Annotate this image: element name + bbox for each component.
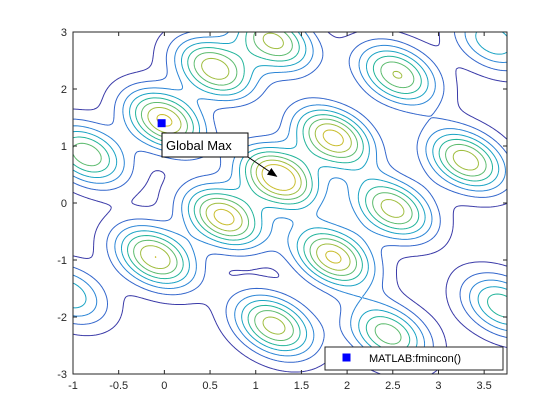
y-tick-label: -2 xyxy=(57,312,67,324)
legend-box xyxy=(324,346,504,371)
x-tick-label: -0.5 xyxy=(109,380,128,392)
y-tick-label: 1 xyxy=(61,141,67,153)
x-tick-label: 3.5 xyxy=(477,380,492,392)
legend: MATLAB:fmincon() xyxy=(324,346,504,371)
x-tick-label: 0.5 xyxy=(202,380,217,392)
axis-tick-labels: -1 -0.5 0 0.5 1 1.5 2 2.5 3 3.5 -3 -2 -1 0 1 2 3 xyxy=(57,27,492,392)
x-tick-label: 1 xyxy=(253,380,259,392)
contour-level-6 xyxy=(73,32,487,345)
contour-level-8 xyxy=(154,114,344,264)
annotation-text: Global Max xyxy=(166,138,232,153)
x-tick-label: -1 xyxy=(68,380,78,392)
legend-label: MATLAB:fmincon() xyxy=(369,353,461,365)
legend-marker xyxy=(342,353,351,362)
x-tick-label: 0 xyxy=(161,380,167,392)
annotation-global-max: Global Max xyxy=(161,132,278,177)
fmincon-point xyxy=(157,119,166,128)
y-tick-label: 2 xyxy=(61,84,67,96)
x-tick-label: 2.5 xyxy=(385,380,400,392)
x-tick-label: 1.5 xyxy=(294,380,309,392)
y-tick-label: -3 xyxy=(57,369,67,381)
x-tick-label: 3 xyxy=(435,380,441,392)
y-tick-label: 0 xyxy=(61,198,67,210)
annotation-arrow xyxy=(247,156,278,177)
x-tick-label: 2 xyxy=(344,380,350,392)
y-tick-label: -1 xyxy=(57,255,67,267)
axis-ticks xyxy=(72,31,507,375)
contour-lines xyxy=(73,32,507,374)
annotation-box xyxy=(161,132,249,158)
contour-level-7 xyxy=(140,32,479,335)
data-series xyxy=(157,119,166,128)
y-tick-label: 3 xyxy=(61,27,67,39)
